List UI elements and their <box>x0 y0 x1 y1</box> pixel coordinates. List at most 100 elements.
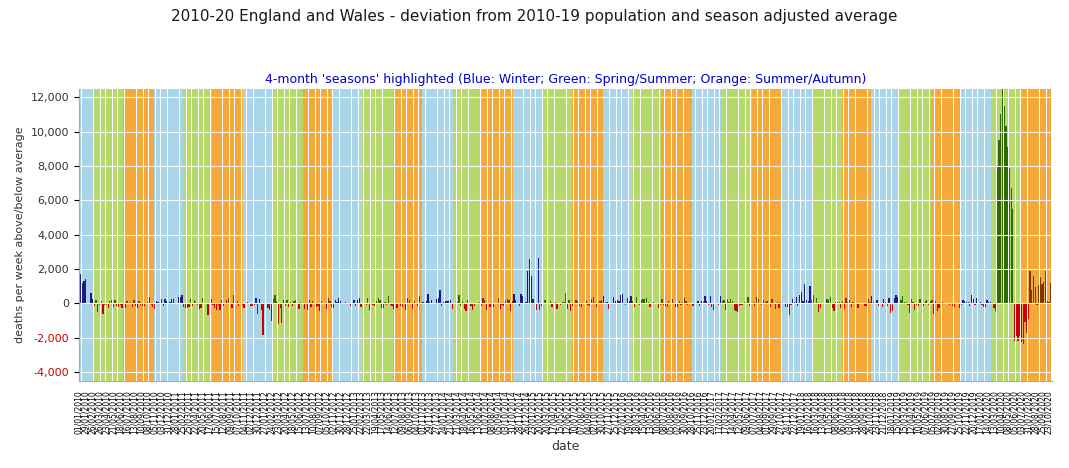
Bar <box>1021 88 1022 381</box>
Bar <box>1004 106 1005 303</box>
Bar <box>270 303 273 322</box>
Bar <box>1033 276 1034 303</box>
Bar <box>838 301 840 303</box>
Bar <box>266 88 267 381</box>
Bar <box>369 303 370 310</box>
Bar <box>1032 290 1033 303</box>
Bar <box>346 88 348 381</box>
Bar <box>739 88 740 381</box>
Bar <box>886 88 888 381</box>
Bar <box>165 88 166 381</box>
Bar <box>857 303 858 307</box>
Bar <box>154 303 155 309</box>
Bar <box>682 302 683 303</box>
Bar <box>1019 303 1021 336</box>
Bar <box>874 303 876 304</box>
Bar <box>431 88 432 381</box>
Bar <box>973 300 974 303</box>
Bar <box>219 88 220 381</box>
Bar <box>965 302 967 303</box>
Bar <box>739 303 740 306</box>
Bar <box>640 88 642 381</box>
Bar <box>981 88 982 381</box>
Bar <box>877 88 878 381</box>
Bar <box>338 88 339 381</box>
Bar <box>753 301 754 303</box>
Bar <box>578 303 580 306</box>
Bar <box>587 88 589 381</box>
Bar <box>130 302 131 303</box>
Bar <box>930 88 931 381</box>
Bar <box>823 88 824 381</box>
Bar <box>979 88 981 381</box>
Bar <box>668 88 669 381</box>
Bar <box>956 88 957 381</box>
Bar <box>895 88 897 381</box>
Bar <box>656 88 657 381</box>
Bar <box>763 300 764 303</box>
Bar <box>403 88 405 381</box>
Bar <box>431 300 432 303</box>
Bar <box>842 88 843 381</box>
Bar <box>682 88 683 381</box>
Bar <box>391 303 392 306</box>
Bar <box>569 88 570 381</box>
Bar <box>761 303 762 305</box>
Bar <box>735 88 737 381</box>
Bar <box>191 303 193 306</box>
Bar <box>199 303 200 309</box>
Bar <box>191 88 193 381</box>
Bar <box>290 302 291 303</box>
Bar <box>899 88 900 381</box>
Bar <box>507 88 508 381</box>
Bar <box>278 303 279 324</box>
Bar <box>501 88 502 381</box>
Bar <box>326 88 327 381</box>
Bar <box>617 300 618 303</box>
Bar <box>570 88 572 381</box>
Bar <box>780 88 781 381</box>
Bar <box>785 88 787 381</box>
Bar <box>90 292 92 303</box>
Bar <box>676 303 677 307</box>
Bar <box>563 302 564 303</box>
Bar <box>125 88 126 381</box>
Bar <box>558 88 559 381</box>
Bar <box>557 303 558 309</box>
Bar <box>180 297 181 303</box>
Bar <box>1038 88 1039 381</box>
Bar <box>948 303 950 305</box>
Bar <box>304 303 305 308</box>
Bar <box>219 303 220 310</box>
Bar <box>830 297 832 303</box>
Bar <box>1024 303 1025 322</box>
Bar <box>371 88 372 381</box>
Bar <box>494 88 496 381</box>
Bar <box>1010 188 1011 303</box>
Bar <box>586 301 587 303</box>
Bar <box>671 88 673 381</box>
Bar <box>793 88 795 381</box>
Bar <box>854 88 855 381</box>
Bar <box>360 88 361 381</box>
Bar <box>713 303 714 310</box>
Bar <box>207 88 208 381</box>
Bar <box>628 298 629 303</box>
Bar <box>414 88 415 381</box>
Bar <box>429 88 431 381</box>
Bar <box>981 303 982 305</box>
Bar <box>493 303 494 307</box>
Bar <box>453 88 454 381</box>
Bar <box>651 88 652 381</box>
Bar <box>629 300 630 303</box>
Bar <box>221 300 222 303</box>
Bar <box>290 88 291 381</box>
Bar <box>292 303 293 306</box>
Bar <box>512 300 513 303</box>
Bar <box>688 88 691 381</box>
Bar <box>415 88 417 381</box>
Bar <box>804 88 805 381</box>
Bar <box>799 295 801 303</box>
Bar <box>603 88 604 381</box>
Bar <box>975 303 976 306</box>
